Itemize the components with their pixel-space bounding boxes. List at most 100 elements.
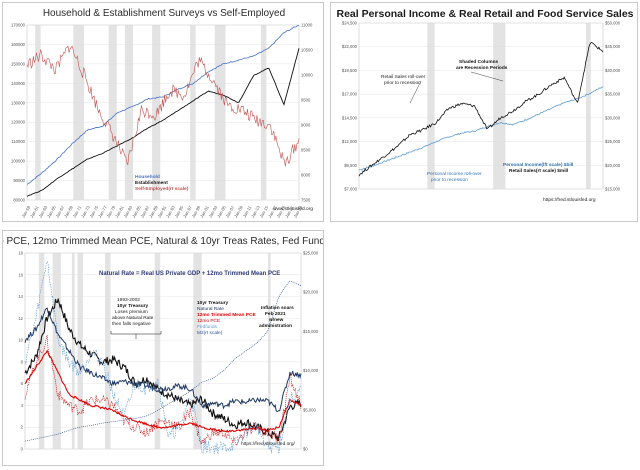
y-left-tick-label: 0: [21, 447, 24, 452]
annotation-1993: 1993-2002: [117, 297, 140, 303]
y-right-tick-label: $35,000: [605, 92, 621, 97]
y-left-tick-label: $7,000: [344, 187, 357, 192]
recession-band: [52, 253, 61, 449]
recession-band: [73, 25, 85, 200]
y-left-tick-label: 110000: [11, 139, 25, 144]
annotation-loses: Loses premium: [115, 309, 148, 315]
series-line-establishment: [26, 48, 300, 197]
x-tick-label: Jan-05: [216, 204, 227, 218]
x-tick-label: Jan-95: [174, 204, 185, 218]
x-tick-label: Jan-21: [284, 204, 295, 218]
x-tick-label: Jan-81: [114, 204, 125, 218]
household-establishment-chart: 80000 90000 100000 110000 120000 130000 140000…: [2, 2, 324, 222]
y-left-tick-label: 120000: [11, 120, 26, 125]
y-right-tick-label: $20,000: [303, 290, 319, 295]
x-tick-label: Jan-99: [191, 204, 202, 218]
recession-band: [124, 25, 134, 200]
recession-band: [77, 253, 83, 449]
y-right-tick-label: $25,000: [303, 251, 319, 256]
annotation-retail-2: prior to recession: [384, 80, 421, 86]
recession-band: [108, 25, 117, 200]
y-right-tick-label: $15,000: [605, 187, 621, 192]
x-tick-label: Jan-07: [225, 204, 236, 218]
x-tick-label: Jan-77: [97, 204, 108, 218]
x-tick-label: Jan-93: [165, 204, 176, 218]
income-chart-svg: $7,000 $9,500 $12,000 $14,500 $17,000 $19,500…: [336, 8, 633, 203]
recession-band: [193, 253, 202, 449]
annotation-admin: administration: [259, 323, 292, 329]
x-tick-label: Jan-11: [242, 204, 253, 218]
x-tick-label: Jan-71: [72, 204, 83, 218]
y-left-tick-label: 12: [18, 316, 23, 321]
y-right-tick-label: 11000: [301, 23, 313, 28]
x-tick-label: Jan-03: [208, 204, 219, 218]
recession-band: [214, 25, 226, 200]
annotation-retail-1: Retail Sales roll-over: [381, 74, 426, 80]
recession-band: [260, 25, 267, 200]
y-left-tick-label: 90000: [13, 178, 25, 183]
y-left-tick-label: 4: [21, 403, 24, 408]
legend-self-employed: Self-Employed(rt scale): [135, 186, 189, 192]
source-label: https://fred.stlouisfed.org: [543, 197, 596, 203]
recession-band: [38, 253, 45, 449]
annotation-arrow: [470, 71, 504, 82]
y-left-tick-label: 170000: [11, 23, 26, 28]
x-tick-label: Jan-61: [29, 204, 40, 218]
annotation-income-1: Personal Income roll-over: [427, 171, 482, 177]
annotation-bracket: [110, 331, 162, 339]
legend-retail: Retail Sales(rt scale) $mill: [509, 168, 568, 174]
y-left-tick-label: $17,000: [342, 92, 358, 97]
y-left-tick-label: $24,500: [342, 21, 358, 26]
y-left-tick-label: 130000: [11, 100, 26, 105]
y-left-tick-label: $9,500: [344, 163, 357, 168]
y-right-tick-label: $50,000: [605, 21, 621, 26]
pce-chart-svg: 0 2 4 6 8 10 12 14 16 18 $0 $5,000 $10,000 $15,000 $20…: [3, 236, 324, 455]
y-left-tick-label: $14,500: [342, 115, 358, 120]
plot-area: [26, 24, 300, 201]
annotation-arrow: [409, 80, 422, 104]
x-tick-label: Jan-97: [182, 204, 193, 218]
income-retail-chart: $7,000 $9,500 $12,000 $14,500 $17,000 $19,500…: [330, 2, 638, 222]
x-tick-label: Jan-63: [38, 204, 49, 218]
y-left-tick-label: 18: [18, 251, 23, 256]
pce-rates-chart: 0 2 4 6 8 10 12 14 16 18 $0 $5,000 $10,000 $15,000 $20…: [2, 230, 324, 466]
x-tick-label: Jan-09: [233, 204, 244, 218]
x-tick-label: Jan-13: [250, 204, 261, 218]
x-tick-label: Jan-15: [259, 204, 270, 218]
legend-pce: 12mo PCE: [197, 318, 220, 324]
recession-band: [152, 25, 161, 200]
y-right-tick-label: $15,000: [303, 329, 319, 334]
y-left-tick-label: 100000: [11, 159, 26, 164]
source-label: https://fred.stlouisfed.org/: [241, 441, 296, 447]
x-tick-label: Jan-79: [106, 204, 117, 218]
y-right-tick-label: 10000: [301, 73, 313, 78]
recession-band: [71, 253, 75, 449]
x-tick-label: Jan-89: [148, 204, 159, 218]
y-left-tick-label: 140000: [11, 81, 26, 86]
y-left-tick-label: $12,000: [342, 139, 358, 144]
y-right-tick-label: 9000: [301, 123, 311, 128]
series-line-retail-sales-rt-scale-mill: [358, 42, 604, 177]
y-left-tick-label: 2: [21, 425, 24, 430]
series-line-personal-income-lft-scale-bill: [358, 86, 604, 171]
y-left-tick-label: 14: [18, 294, 23, 299]
chart-title: 12mo PCE, 12mo Trimmed Mean PCE, Natural…: [3, 236, 324, 247]
recession-band: [35, 25, 41, 200]
series-line-m2-rt-scale-: [24, 280, 302, 442]
x-tick-label: Jan-75: [89, 204, 100, 218]
y-right-tick-label: $10,000: [303, 368, 319, 373]
x-tick-label: Jan-87: [140, 204, 151, 218]
y-left-tick-label: 8: [21, 359, 24, 364]
recession-band: [190, 25, 196, 200]
annotation-above: above Natural Rate: [112, 315, 154, 321]
y-left-tick-label: 6: [21, 381, 24, 386]
y-left-tick-label: 80000: [13, 198, 25, 203]
y-left-tick-label: 10: [18, 338, 23, 343]
x-tick-label: Jan-23: [293, 204, 304, 218]
annotation-wnew: w/new: [268, 317, 284, 323]
recession-band: [267, 253, 271, 449]
x-tick-label: Jan-83: [123, 204, 134, 218]
legend-household: Household: [135, 174, 160, 180]
x-tick-label: Jan-19: [276, 204, 287, 218]
series-line-fedfunds: [24, 261, 302, 455]
